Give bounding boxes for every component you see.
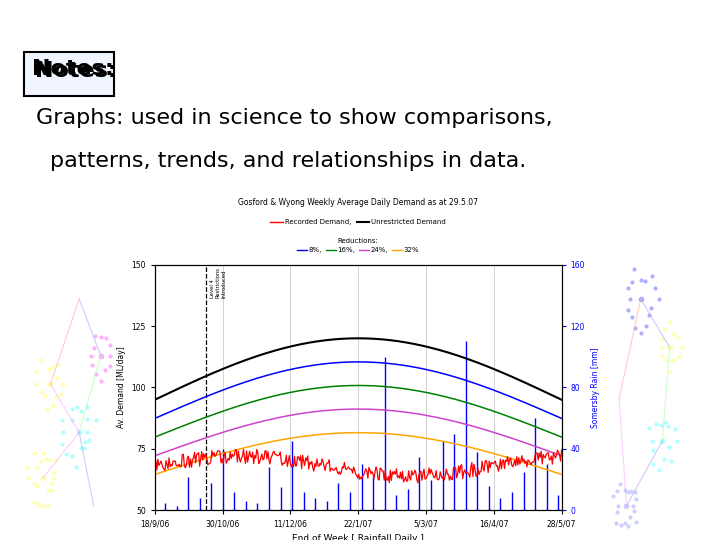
Text: Gosford & Wyong Weekly Average Daily Demand as at 29.5.07: Gosford & Wyong Weekly Average Daily Dem… — [238, 198, 478, 207]
Text: Notes:: Notes: — [32, 59, 114, 79]
Legend: 8%,, 16%,, 24%,, 32%: 8%,, 16%,, 24%,, 32% — [294, 235, 422, 256]
X-axis label: End of Week [ Rainfall Daily ]: End of Week [ Rainfall Daily ] — [292, 534, 424, 540]
Text: Notes:: Notes: — [35, 61, 117, 81]
Text: Graphs: used in science to show comparisons,: Graphs: used in science to show comparis… — [36, 108, 553, 128]
Text: Level 4
Restrictions
Introduced: Level 4 Restrictions Introduced — [210, 267, 226, 298]
Y-axis label: Av. Demand [ML/day]: Av. Demand [ML/day] — [117, 347, 126, 428]
Y-axis label: Somersby Rain [mm]: Somersby Rain [mm] — [590, 347, 600, 428]
Text: patterns, trends, and relationships in data.: patterns, trends, and relationships in d… — [50, 151, 526, 171]
FancyBboxPatch shape — [24, 52, 114, 96]
